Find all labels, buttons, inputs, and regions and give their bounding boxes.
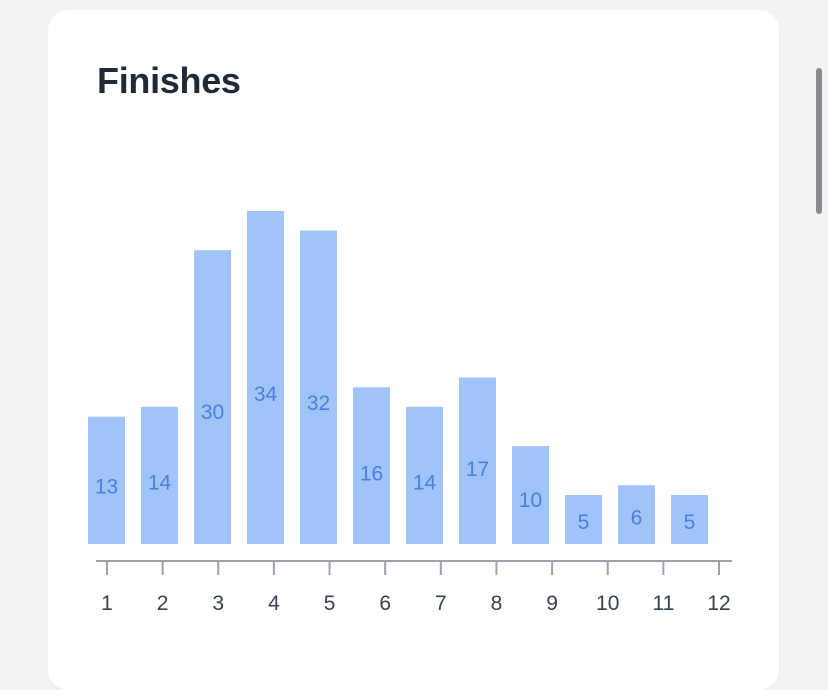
- bar-5[interactable]: [300, 230, 337, 544]
- bar-4[interactable]: [247, 211, 284, 544]
- x-tick-label: 1: [101, 592, 113, 615]
- bar-7[interactable]: [406, 406, 443, 544]
- bar-9[interactable]: [512, 446, 549, 544]
- bar-value-label: 14: [413, 471, 437, 494]
- x-tick-label: 2: [157, 592, 169, 615]
- bar-value-label: 5: [578, 511, 590, 534]
- bar-value-label: 34: [254, 383, 278, 406]
- x-tick-label: 4: [268, 592, 280, 615]
- x-tick-label: 8: [491, 592, 503, 615]
- bar-11[interactable]: [618, 485, 655, 544]
- chart-title: Finishes: [97, 60, 241, 101]
- bar-12[interactable]: [671, 495, 708, 544]
- bar-10[interactable]: [565, 495, 602, 544]
- bar-2[interactable]: [141, 406, 178, 544]
- bar-3[interactable]: [194, 250, 231, 545]
- x-tick-label: 11: [652, 592, 674, 615]
- bar-value-label: 10: [519, 489, 542, 512]
- bar-value-label: 32: [307, 392, 330, 415]
- bar-value-label: 14: [148, 471, 172, 494]
- bar-value-label: 30: [201, 401, 224, 424]
- bar-value-label: 16: [360, 462, 383, 485]
- scrollbar-thumb[interactable]: [816, 68, 822, 214]
- x-tick-label: 5: [324, 592, 336, 615]
- x-tick-label: 9: [546, 592, 558, 615]
- bar-value-label: 13: [95, 476, 118, 499]
- bar-value-label: 6: [631, 507, 643, 530]
- x-tick-label: 12: [707, 592, 730, 615]
- bar-1[interactable]: [88, 416, 125, 544]
- bar-value-label: 17: [466, 458, 489, 481]
- x-tick-label: 10: [596, 592, 619, 615]
- x-tick-label: 6: [379, 592, 391, 615]
- bar-6[interactable]: [353, 387, 390, 544]
- x-tick-label: 7: [435, 592, 447, 615]
- bar-8[interactable]: [459, 377, 496, 545]
- bar-value-label: 5: [684, 511, 696, 534]
- chart-card: [48, 10, 779, 690]
- x-tick-label: 3: [212, 592, 224, 615]
